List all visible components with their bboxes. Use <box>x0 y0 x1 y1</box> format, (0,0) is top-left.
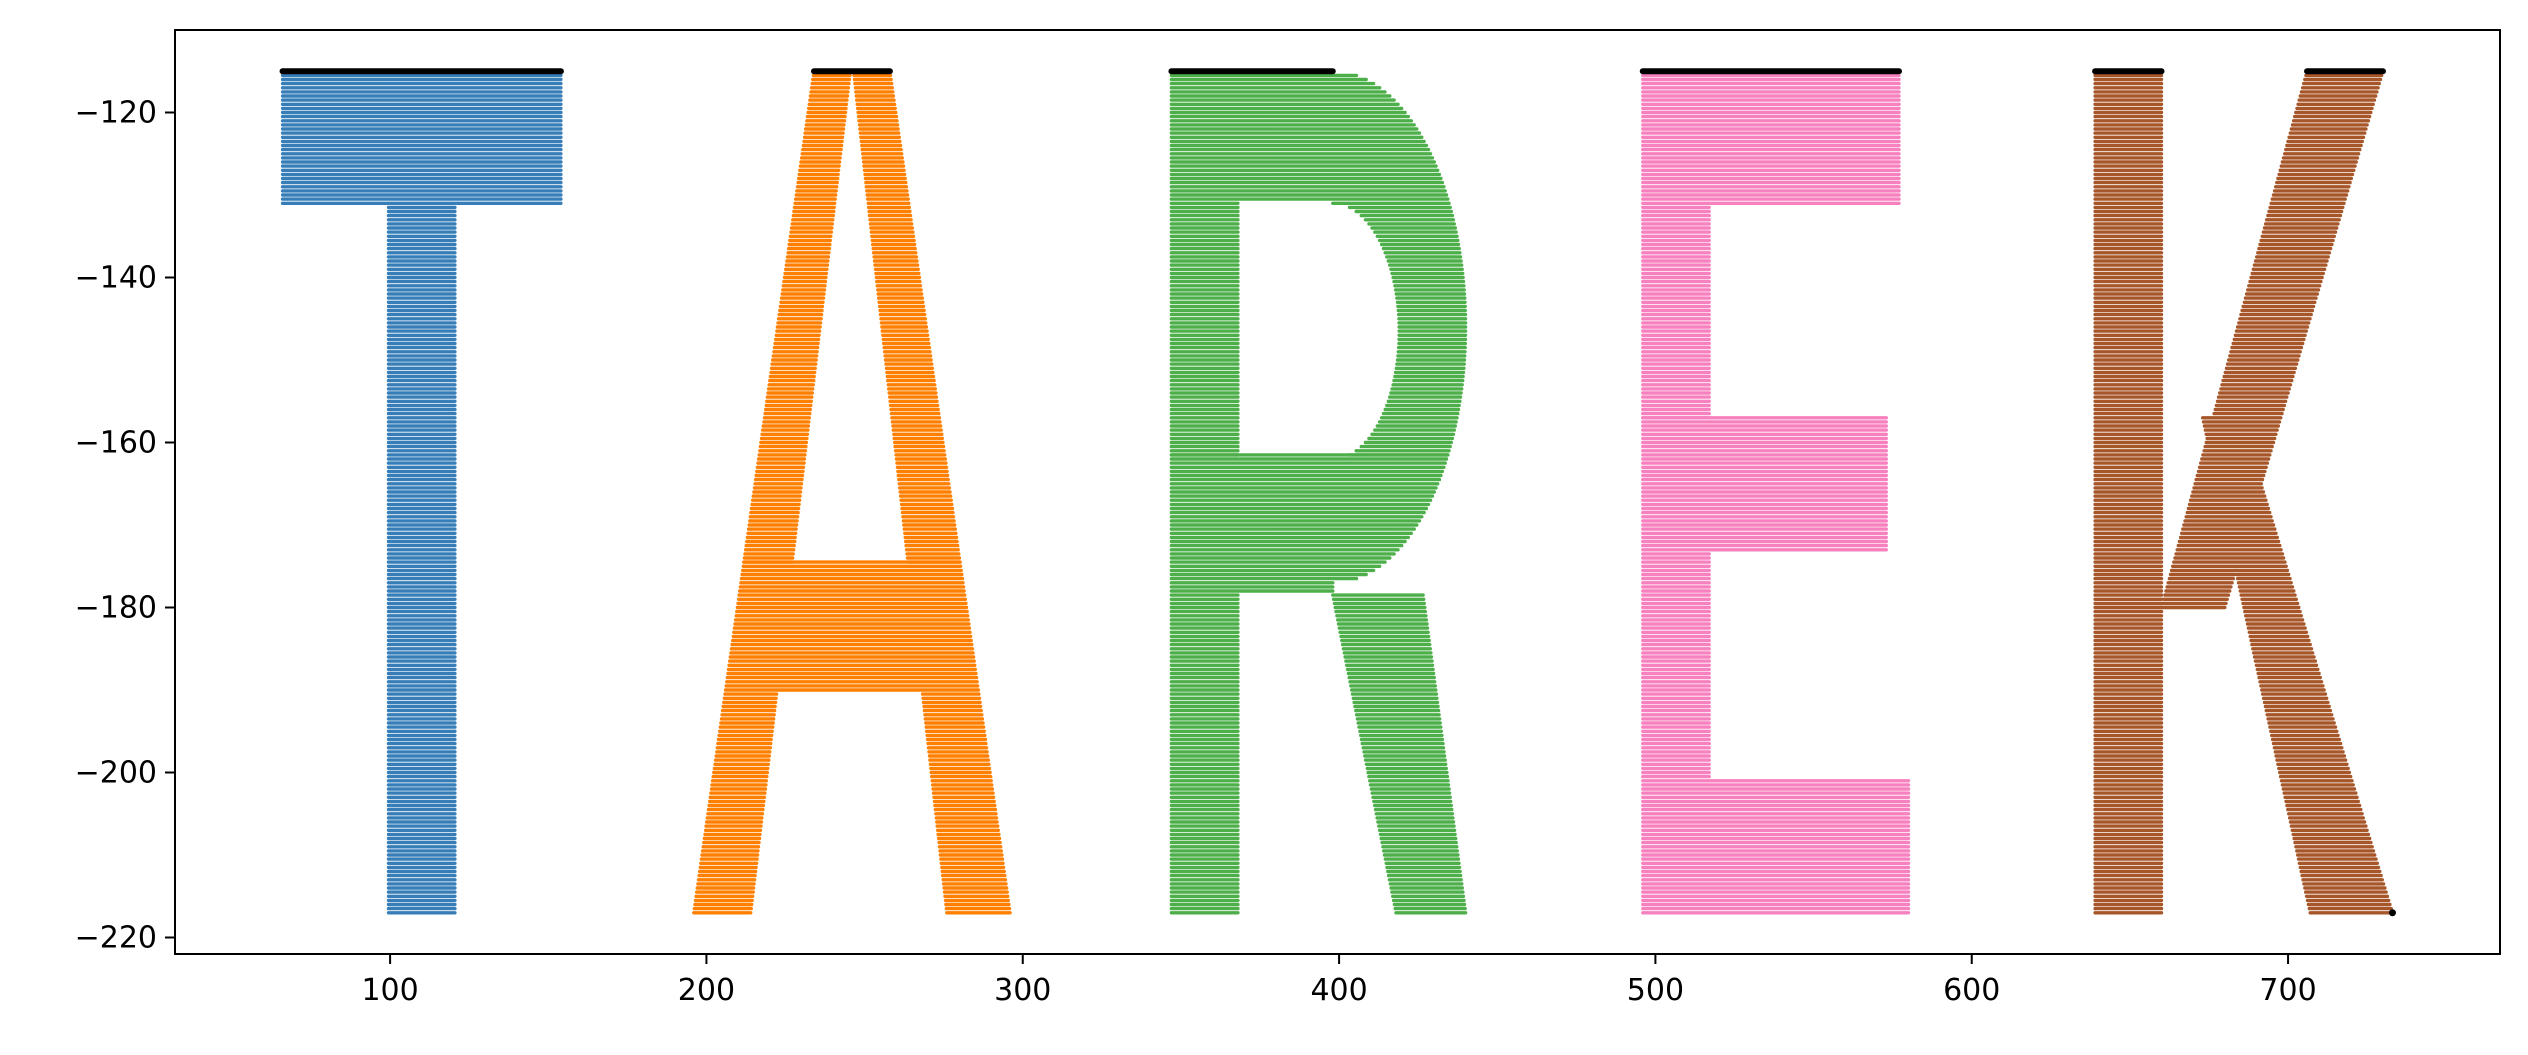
x-axis: 100 200 300 400 500 600 700 <box>361 954 2317 1008</box>
x-tick-label: 600 <box>1943 973 2000 1008</box>
series-4-points <box>2093 69 2395 915</box>
x-tick-label: 300 <box>994 973 1051 1008</box>
axes-frame <box>174 29 2501 955</box>
series-1-points <box>692 69 1012 915</box>
x-tick-label: 100 <box>361 973 418 1008</box>
y-tick-label: −200 <box>75 756 157 791</box>
data-points <box>279 68 2396 917</box>
series-3-points <box>1641 69 1911 915</box>
y-tick-label: −140 <box>75 261 157 296</box>
y-tick-label: −220 <box>75 921 157 956</box>
y-axis: −120 −140 −160 −180 −200 −220 <box>75 96 175 956</box>
x-tick-label: 500 <box>1627 973 1684 1008</box>
y-tick-label: −160 <box>75 426 157 461</box>
series-0-points <box>280 69 563 915</box>
x-tick-label: 400 <box>1310 973 1367 1008</box>
y-tick-label: −120 <box>75 96 157 131</box>
series-2-points <box>1169 69 1468 915</box>
x-tick-label: 200 <box>678 973 735 1008</box>
corner-point <box>2388 909 2396 917</box>
x-tick-label: 700 <box>2259 973 2316 1008</box>
y-tick-label: −180 <box>75 591 157 626</box>
